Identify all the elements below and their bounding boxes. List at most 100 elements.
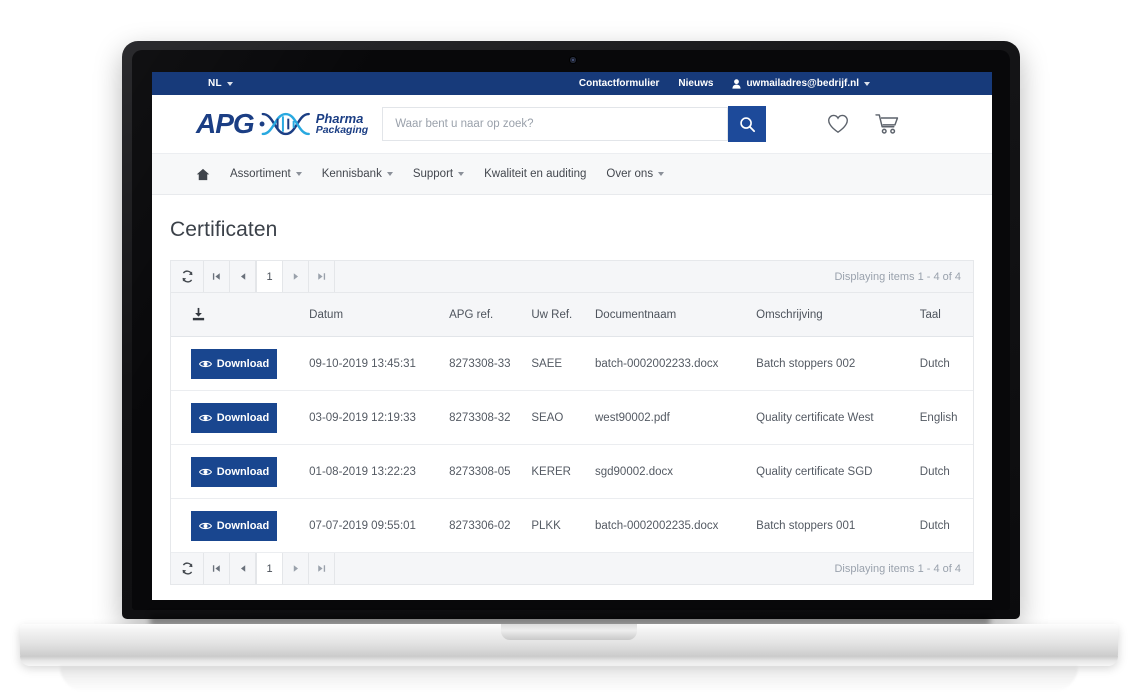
chevron-down-icon: [386, 172, 393, 176]
cell-taal: Dutch: [919, 336, 973, 391]
main-navigation: Assortiment Kennisbank Support Kwaliteit…: [152, 154, 992, 195]
pager-info-bottom: Displaying items 1 - 4 of 4: [834, 562, 961, 575]
nav-label: Assortiment: [230, 168, 291, 180]
nav-item-kwaliteit-en-auditing[interactable]: Kwaliteit en auditing: [484, 168, 586, 180]
cell-taal: English: [919, 390, 973, 445]
chevron-down-icon: [458, 172, 465, 176]
home-icon: [196, 168, 210, 180]
pager-next-button[interactable]: [283, 553, 309, 584]
pager-prev-button[interactable]: [230, 261, 256, 292]
cell-documentnaam: sgd90002.docx: [595, 444, 757, 499]
column-header-omschrijving[interactable]: Omschrijving: [756, 293, 920, 337]
pager-page-1[interactable]: 1: [256, 553, 283, 584]
nav-label: Over ons: [606, 168, 654, 180]
chevron-down-icon: [864, 81, 870, 86]
table-header-row: Datum APG ref. Uw Ref. Documentnaam Omsc…: [171, 293, 973, 337]
eye-icon: [198, 522, 212, 529]
next-page-icon: [293, 565, 298, 572]
table-row: Download 01-08-2019 13:22:23 8273308-05 …: [171, 444, 973, 499]
refresh-button[interactable]: [171, 261, 204, 292]
nav-item-kennisbank[interactable]: Kennisbank: [322, 168, 393, 180]
shopping-cart-icon[interactable]: [875, 113, 900, 135]
laptop-reflection: [60, 666, 1078, 692]
user-icon: [732, 78, 742, 89]
pager-last-button[interactable]: [309, 261, 335, 292]
pager-last-button[interactable]: [309, 553, 335, 584]
logo-tagline: Pharma Packaging: [316, 112, 369, 136]
refresh-icon: [182, 270, 192, 283]
pager-page-1[interactable]: 1: [256, 261, 283, 292]
pager-prev-button[interactable]: [230, 553, 256, 584]
pager-next-button[interactable]: [283, 261, 309, 292]
logo-tagline-line1: Pharma: [315, 111, 364, 127]
cell-omschrijving: Quality certificate SGD: [756, 444, 920, 499]
site-logo[interactable]: APG Pharma Packaging: [196, 108, 368, 140]
site-header: APG Pharma Packaging: [152, 95, 992, 154]
last-page-icon: [318, 273, 326, 280]
cell-omschrijving: Batch stoppers 002: [756, 336, 920, 391]
nav-item-support[interactable]: Support: [412, 168, 465, 180]
prev-page-icon: [240, 273, 245, 280]
heart-icon[interactable]: [827, 114, 849, 134]
next-page-icon: [293, 273, 298, 280]
column-header-taal[interactable]: Taal: [919, 293, 973, 337]
cell-datum: 03-09-2019 12:19:33: [309, 390, 450, 445]
browser-viewport: NL Contactformulier Nieuws uwmailadres@b…: [152, 72, 992, 600]
download-button[interactable]: Download: [191, 456, 277, 487]
eye-icon: [198, 360, 212, 367]
cell-apg-ref: 8273308-32: [449, 390, 532, 445]
user-account-menu[interactable]: uwmailadres@bedrijf.nl: [732, 78, 870, 89]
lid-shadow: [150, 614, 990, 626]
pager-first-button[interactable]: [204, 261, 230, 292]
cell-apg-ref: 8273308-33: [449, 336, 532, 391]
search-button[interactable]: [728, 106, 767, 142]
user-email-label: uwmailadres@bedrijf.nl: [746, 78, 859, 89]
eye-icon: [198, 468, 212, 475]
download-button[interactable]: Download: [191, 510, 277, 541]
logo-wordmark: APG: [196, 108, 255, 139]
column-header-datum[interactable]: Datum: [309, 293, 450, 337]
column-header-documentnaam[interactable]: Documentnaam: [595, 293, 757, 337]
nav-item-assortiment[interactable]: Assortiment: [230, 168, 302, 180]
cell-taal: Dutch: [919, 498, 973, 553]
pager-first-button[interactable]: [204, 553, 230, 584]
table-body: Download 09-10-2019 13:45:31 8273308-33 …: [171, 336, 973, 553]
topbar-link-contactformulier[interactable]: Contactformulier: [578, 78, 660, 89]
download-icon[interactable]: [191, 307, 206, 322]
first-page-icon: [212, 565, 220, 572]
page-title: Certificaten: [170, 218, 278, 241]
grid-pager-top: 1 Displaying items 1 - 4 of 4: [171, 261, 973, 293]
nav-item-over-ons[interactable]: Over ons: [606, 168, 665, 180]
topbar-link-nieuws[interactable]: Nieuws: [678, 78, 714, 89]
search-bar: [382, 106, 767, 142]
laptop-base-edge: [20, 656, 1118, 666]
laptop-base-notch: [501, 624, 637, 640]
webcam-led-icon: [572, 59, 574, 61]
refresh-button[interactable]: [171, 553, 204, 584]
table-row: Download 07-07-2019 09:55:01 8273306-02 …: [171, 498, 973, 553]
download-button[interactable]: Download: [191, 348, 277, 379]
refresh-icon: [182, 562, 192, 575]
search-input[interactable]: [382, 107, 729, 141]
nav-label: Kwaliteit en auditing: [484, 168, 587, 180]
cell-documentnaam: batch-0002002233.docx: [595, 336, 757, 391]
chevron-down-icon: [295, 172, 302, 176]
download-button-label: Download: [216, 357, 270, 370]
dna-helix-icon: [259, 112, 310, 136]
column-header-apg-ref[interactable]: APG ref.: [449, 293, 532, 337]
column-header-uw-ref[interactable]: Uw Ref.: [531, 293, 595, 337]
certificates-grid: 1 Displaying items 1 - 4 of 4: [170, 260, 974, 585]
download-button-label: Download: [216, 519, 270, 532]
nav-item-home[interactable]: [196, 168, 210, 181]
nav-label: Support: [412, 168, 454, 180]
language-selector[interactable]: NL: [208, 78, 233, 89]
cell-uw-ref: SEAO: [531, 390, 595, 445]
cell-omschrijving: Batch stoppers 001: [756, 498, 920, 553]
column-header-download: [171, 293, 310, 337]
cell-taal: Dutch: [919, 444, 973, 499]
cell-datum: 01-08-2019 13:22:23: [309, 444, 450, 499]
download-button[interactable]: Download: [191, 402, 277, 433]
table-row: Download 03-09-2019 12:19:33 8273308-32 …: [171, 390, 973, 445]
table-row: Download 09-10-2019 13:45:31 8273308-33 …: [171, 336, 973, 391]
certificates-table: Datum APG ref. Uw Ref. Documentnaam Omsc…: [171, 293, 973, 553]
